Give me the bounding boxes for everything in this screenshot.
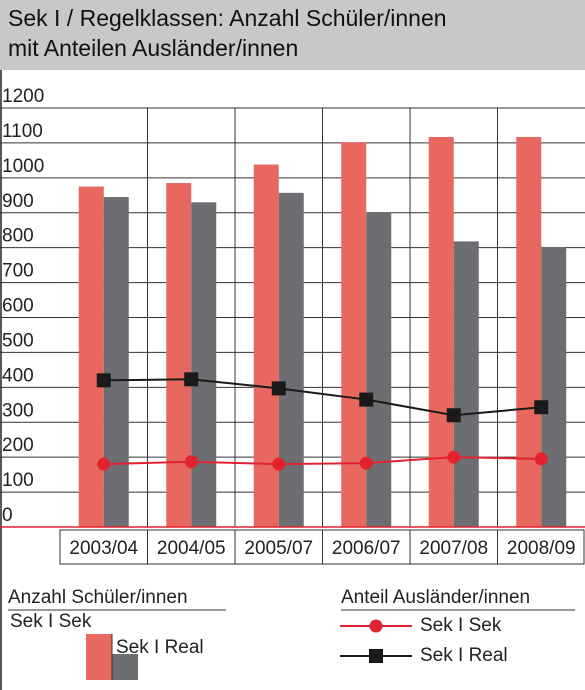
line-marker bbox=[359, 392, 374, 407]
title-band bbox=[0, 0, 585, 70]
legend-swatch bbox=[86, 634, 112, 680]
y-tick-label: 100 bbox=[2, 470, 34, 491]
x-tick-label: 2006/07 bbox=[332, 538, 401, 559]
y-tick-label: 1000 bbox=[2, 156, 44, 177]
y-tick-label: 1200 bbox=[2, 86, 44, 107]
x-tick-label: 2007/08 bbox=[419, 538, 488, 559]
line-marker bbox=[446, 408, 461, 423]
legend-label: Sek I Sek bbox=[10, 611, 92, 632]
line-marker bbox=[184, 372, 199, 387]
line-marker bbox=[96, 373, 111, 388]
bar bbox=[103, 197, 129, 527]
y-tick-label: 800 bbox=[2, 226, 34, 247]
line-marker bbox=[272, 457, 286, 471]
bar bbox=[366, 212, 392, 527]
y-tick-label: 300 bbox=[2, 400, 34, 421]
legend-label: Sek I Sek bbox=[420, 615, 502, 636]
bar bbox=[191, 202, 217, 527]
bar bbox=[166, 183, 192, 527]
bar bbox=[278, 192, 304, 527]
line-series bbox=[103, 456, 542, 466]
x-tick-label: 2003/04 bbox=[69, 538, 138, 559]
line-marker bbox=[359, 456, 373, 470]
bar bbox=[428, 136, 454, 527]
y-tick-label: 200 bbox=[2, 435, 34, 456]
x-tick-label: 2005/07 bbox=[244, 538, 313, 559]
legend-marker bbox=[369, 619, 383, 633]
chart-title: mit Anteilen Ausländer/innen bbox=[8, 35, 298, 61]
line-marker bbox=[534, 452, 548, 466]
legend-marker bbox=[369, 649, 383, 663]
y-tick-label: 600 bbox=[2, 296, 34, 317]
bar bbox=[453, 241, 479, 528]
legend-swatch bbox=[112, 654, 138, 680]
bar bbox=[516, 136, 542, 527]
line-marker bbox=[534, 400, 549, 415]
line-marker bbox=[184, 455, 198, 469]
x-tick-label: 2004/05 bbox=[157, 538, 226, 559]
chart-title: Sek I / Regelklassen: Anzahl Schüler/inn… bbox=[8, 5, 447, 31]
y-tick-label: 900 bbox=[2, 191, 34, 212]
legend-title: Anteil Ausländer/innen bbox=[341, 587, 530, 608]
line-marker bbox=[271, 381, 286, 396]
y-tick-label: 400 bbox=[2, 365, 34, 386]
legend-title: Anzahl Schüler/innen bbox=[8, 587, 188, 608]
bar bbox=[341, 142, 367, 528]
bar bbox=[253, 164, 279, 527]
legend-label: Sek I Real bbox=[420, 645, 508, 666]
line-marker bbox=[97, 457, 111, 471]
bar bbox=[541, 246, 567, 528]
bar bbox=[78, 186, 104, 527]
line-series bbox=[103, 378, 542, 417]
x-tick-label: 2008/09 bbox=[507, 538, 576, 559]
legend-label: Sek I Real bbox=[116, 637, 204, 658]
line-marker bbox=[447, 450, 461, 464]
y-tick-label: 1100 bbox=[2, 121, 43, 142]
y-tick-label: 700 bbox=[2, 261, 34, 282]
y-tick-label: 500 bbox=[2, 330, 34, 351]
y-tick-label: 0 bbox=[2, 505, 13, 526]
